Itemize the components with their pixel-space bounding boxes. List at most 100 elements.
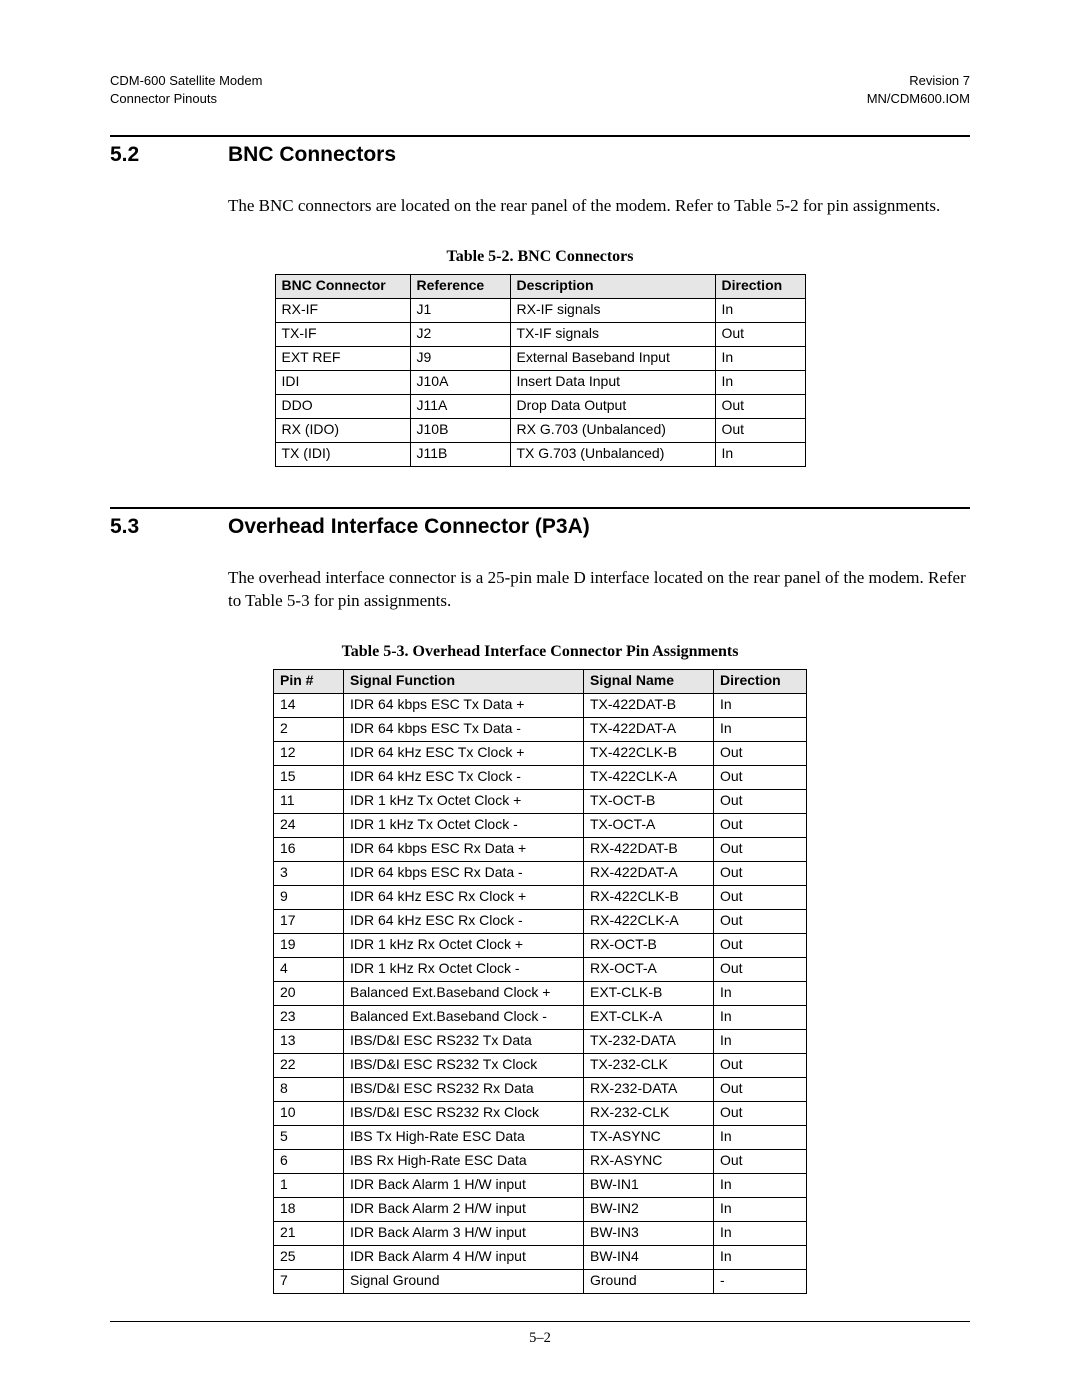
table-cell: IDR 1 kHz Tx Octet Clock - <box>344 813 584 837</box>
table-cell: Out <box>714 1053 807 1077</box>
table-cell: RX-422DAT-A <box>584 861 714 885</box>
header-product: CDM-600 Satellite Modem <box>110 73 262 88</box>
table-cell: EXT-CLK-A <box>584 1005 714 1029</box>
table-cell: Out <box>714 1101 807 1125</box>
table-cell: RX-422CLK-B <box>584 885 714 909</box>
table-row: 8IBS/D&I ESC RS232 Rx DataRX-232-DATAOut <box>274 1077 807 1101</box>
table-cell: TX-OCT-A <box>584 813 714 837</box>
table-cell: 1 <box>274 1173 344 1197</box>
table-cell: 23 <box>274 1005 344 1029</box>
document-page: CDM-600 Satellite Modem Connector Pinout… <box>0 0 1080 1397</box>
table-cell: IDR Back Alarm 2 H/W input <box>344 1197 584 1221</box>
table-cell: IBS/D&I ESC RS232 Tx Clock <box>344 1053 584 1077</box>
table-cell: In <box>715 347 805 371</box>
table-cell: TX-IF signals <box>510 323 715 347</box>
header-section: Connector Pinouts <box>110 91 217 106</box>
table-cell: J11A <box>410 395 510 419</box>
table-cell: 18 <box>274 1197 344 1221</box>
table-cell: IDI <box>275 371 410 395</box>
table-column-header: Reference <box>410 275 510 299</box>
table-row: 23Balanced Ext.Baseband Clock -EXT-CLK-A… <box>274 1005 807 1029</box>
table-cell: IBS/D&I ESC RS232 Rx Data <box>344 1077 584 1101</box>
table-cell: Balanced Ext.Baseband Clock - <box>344 1005 584 1029</box>
table-cell: BW-IN2 <box>584 1197 714 1221</box>
section-52-paragraph: The BNC connectors are located on the re… <box>228 195 970 218</box>
table-row: 22IBS/D&I ESC RS232 Tx ClockTX-232-CLKOu… <box>274 1053 807 1077</box>
table-row: 11IDR 1 kHz Tx Octet Clock +TX-OCT-BOut <box>274 789 807 813</box>
table-cell: IDR 64 kHz ESC Tx Clock - <box>344 765 584 789</box>
table-bnc-connectors: BNC ConnectorReferenceDescriptionDirecti… <box>275 274 806 467</box>
table-cell: 6 <box>274 1149 344 1173</box>
table-column-header: BNC Connector <box>275 275 410 299</box>
table-cell: Out <box>714 933 807 957</box>
table-cell: In <box>714 1005 807 1029</box>
running-header: CDM-600 Satellite Modem Connector Pinout… <box>110 72 970 107</box>
header-docnum: MN/CDM600.IOM <box>867 91 970 106</box>
table-cell: In <box>714 1125 807 1149</box>
table-cell: RX-OCT-A <box>584 957 714 981</box>
table-cell: Out <box>714 789 807 813</box>
table-overhead-connector: Pin #Signal FunctionSignal NameDirection… <box>273 669 807 1294</box>
table-cell: In <box>715 371 805 395</box>
table-row: 25IDR Back Alarm 4 H/W inputBW-IN4In <box>274 1245 807 1269</box>
table-row: RX (IDO)J10BRX G.703 (Unbalanced)Out <box>275 419 805 443</box>
table-cell: In <box>715 299 805 323</box>
table-cell: Out <box>714 837 807 861</box>
table-row: 5IBS Tx High-Rate ESC DataTX-ASYNCIn <box>274 1125 807 1149</box>
table-cell: - <box>714 1269 807 1293</box>
table-row: TX (IDI)J11BTX G.703 (Unbalanced)In <box>275 443 805 467</box>
table-cell: IDR 64 kHz ESC Tx Clock + <box>344 741 584 765</box>
table-cell: In <box>714 717 807 741</box>
table-row: TX-IFJ2TX-IF signalsOut <box>275 323 805 347</box>
table-row: 14IDR 64 kbps ESC Tx Data +TX-422DAT-BIn <box>274 693 807 717</box>
table-row: 17IDR 64 kHz ESC Rx Clock -RX-422CLK-AOu… <box>274 909 807 933</box>
table-cell: 22 <box>274 1053 344 1077</box>
table-cell: 19 <box>274 933 344 957</box>
table-column-header: Signal Name <box>584 669 714 693</box>
table-cell: 7 <box>274 1269 344 1293</box>
header-right: Revision 7 MN/CDM600.IOM <box>867 72 970 107</box>
table-cell: RX-232-DATA <box>584 1077 714 1101</box>
table-cell: IDR 1 kHz Rx Octet Clock - <box>344 957 584 981</box>
table-row: DDOJ11ADrop Data OutputOut <box>275 395 805 419</box>
table-cell: J11B <box>410 443 510 467</box>
table-cell: IBS Rx High-Rate ESC Data <box>344 1149 584 1173</box>
table-row: 6IBS Rx High-Rate ESC DataRX-ASYNCOut <box>274 1149 807 1173</box>
table-cell: TX-422DAT-B <box>584 693 714 717</box>
table-row: 20Balanced Ext.Baseband Clock +EXT-CLK-B… <box>274 981 807 1005</box>
table-cell: In <box>714 981 807 1005</box>
table-cell: IBS Tx High-Rate ESC Data <box>344 1125 584 1149</box>
table-cell: TX-IF <box>275 323 410 347</box>
table-cell: 11 <box>274 789 344 813</box>
page-footer: 5–2 <box>110 1313 970 1347</box>
table-cell: IBS/D&I ESC RS232 Rx Clock <box>344 1101 584 1125</box>
table-column-header: Direction <box>715 275 805 299</box>
table-cell: EXT-CLK-B <box>584 981 714 1005</box>
table-cell: In <box>714 1029 807 1053</box>
table-cell: 5 <box>274 1125 344 1149</box>
table-cell: J1 <box>410 299 510 323</box>
table-cell: In <box>714 1173 807 1197</box>
table-row: 21IDR Back Alarm 3 H/W inputBW-IN3In <box>274 1221 807 1245</box>
table-cell: 2 <box>274 717 344 741</box>
table-52-caption: Table 5-2. BNC Connectors <box>110 248 970 266</box>
table-cell: Out <box>714 741 807 765</box>
table-cell: IDR 64 kHz ESC Rx Clock - <box>344 909 584 933</box>
table-cell: IDR 64 kbps ESC Tx Data + <box>344 693 584 717</box>
table-cell: 15 <box>274 765 344 789</box>
table-column-header: Pin # <box>274 669 344 693</box>
table-cell: External Baseband Input <box>510 347 715 371</box>
table-cell: RX-422CLK-A <box>584 909 714 933</box>
table-cell: TX-OCT-B <box>584 789 714 813</box>
table-cell: In <box>714 1197 807 1221</box>
table-row: 1IDR Back Alarm 1 H/W inputBW-IN1In <box>274 1173 807 1197</box>
table-cell: RX-OCT-B <box>584 933 714 957</box>
table-cell: RX (IDO) <box>275 419 410 443</box>
table-row: 7Signal GroundGround- <box>274 1269 807 1293</box>
table-cell: 3 <box>274 861 344 885</box>
section-rule <box>110 507 970 509</box>
table-cell: Out <box>714 765 807 789</box>
section-title: BNC Connectors <box>228 143 396 167</box>
table-row: 9IDR 64 kHz ESC Rx Clock +RX-422CLK-BOut <box>274 885 807 909</box>
table-cell: Out <box>714 813 807 837</box>
